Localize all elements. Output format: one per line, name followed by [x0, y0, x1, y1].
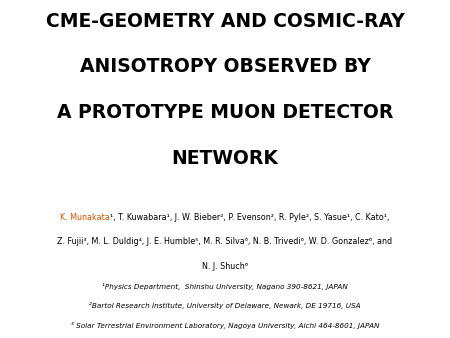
Text: ¹, T. Kuwabara¹, J. W. Bieber², P. Evenson², R. Pyle², S. Yasue¹, C. Kato¹,: ¹, T. Kuwabara¹, J. W. Bieber², P. Evens… — [110, 213, 390, 222]
Text: A PROTOTYPE MUON DETECTOR: A PROTOTYPE MUON DETECTOR — [57, 103, 393, 122]
Text: Z. Fujii³, M. L. Duldig⁴, J. E. Humble⁵, M. R. Silva⁶, N. B. Trivedi⁶, W. D. Gon: Z. Fujii³, M. L. Duldig⁴, J. E. Humble⁵,… — [58, 237, 392, 246]
Text: NETWORK: NETWORK — [171, 149, 279, 168]
Text: CME-GEOMETRY AND COSMIC-RAY: CME-GEOMETRY AND COSMIC-RAY — [45, 12, 405, 31]
Text: K. Munakata: K. Munakata — [60, 213, 110, 222]
Text: ³ Solar Terrestrial Environment Laboratory, Nagoya University, Aichi 464-8601, J: ³ Solar Terrestrial Environment Laborato… — [71, 322, 379, 329]
Text: N. J. Shuch⁶: N. J. Shuch⁶ — [202, 262, 248, 271]
Text: ²Bartol Research Institute, University of Delaware, Newark, DE 19716, USA: ²Bartol Research Institute, University o… — [89, 302, 361, 309]
Text: ¹Physics Department,  Shinshu University, Nagano 390-8621, JAPAN: ¹Physics Department, Shinshu University,… — [102, 283, 348, 290]
Text: ANISOTROPY OBSERVED BY: ANISOTROPY OBSERVED BY — [80, 57, 370, 76]
